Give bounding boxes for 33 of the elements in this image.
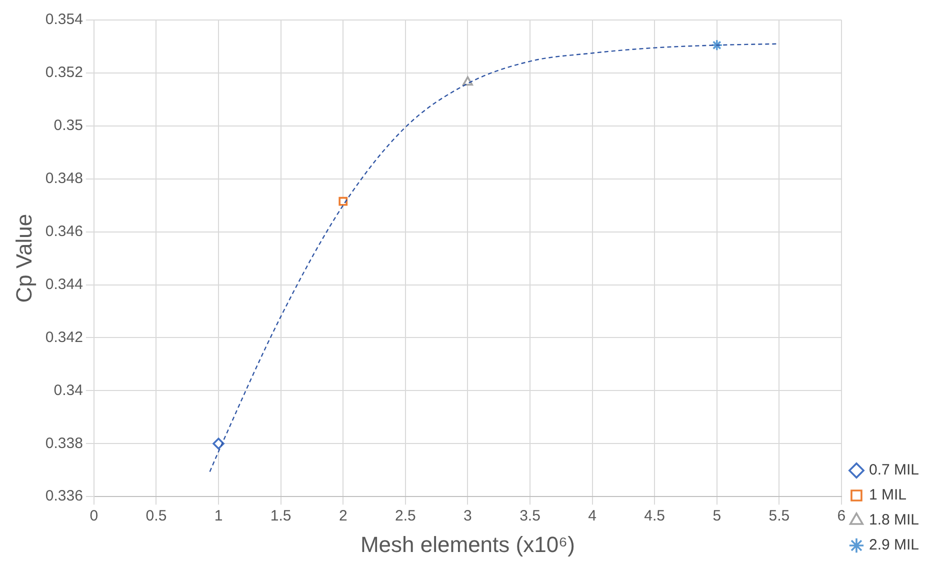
point	[338, 196, 348, 206]
x-tick-label: 1.5	[270, 508, 292, 525]
y-tick-label: 0.344	[45, 276, 83, 293]
x-tick-label: 5.5	[768, 508, 790, 525]
x-tick-label: 4	[588, 508, 596, 525]
point	[212, 438, 224, 450]
legend-label: 1 MIL	[868, 486, 906, 504]
legend-label: 2.9 MIL	[868, 536, 920, 554]
y-tick-label: 0.34	[54, 382, 83, 399]
y-tick-label: 0.346	[45, 222, 83, 240]
x-tick-label: 0.5	[146, 508, 167, 525]
y-tick-label: 0.35	[54, 117, 83, 134]
y-tick-label: 0.338	[45, 434, 83, 452]
x-tick-label: 0	[90, 508, 98, 525]
x-tick-label: 3.5	[520, 508, 540, 525]
y-axis-title: Cp Value	[11, 214, 36, 303]
x-tick-label: 4.5	[644, 508, 666, 525]
x-tick-label: 2.5	[394, 508, 416, 525]
x-tick-label: 3	[464, 508, 472, 525]
x-axis-title: Mesh elements (x10⁶)	[360, 532, 575, 557]
x-tick-label: 1	[214, 508, 223, 525]
y-tick-label: 0.352	[45, 64, 83, 82]
y-tick-label: 0.354	[45, 11, 83, 28]
legend-label: 0.7 MIL	[868, 462, 920, 479]
point	[710, 39, 723, 52]
y-tick-label: 0.348	[45, 170, 83, 188]
x-tick-label: 2	[338, 508, 348, 525]
x-tick-label: 6	[837, 508, 846, 525]
y-tick-label: 0.336	[45, 488, 83, 505]
y-tick-label: 0.342	[45, 328, 83, 346]
x-tick-label: 5	[712, 508, 722, 525]
legend-label: 1.8 MIL	[868, 512, 920, 529]
point	[462, 76, 473, 86]
